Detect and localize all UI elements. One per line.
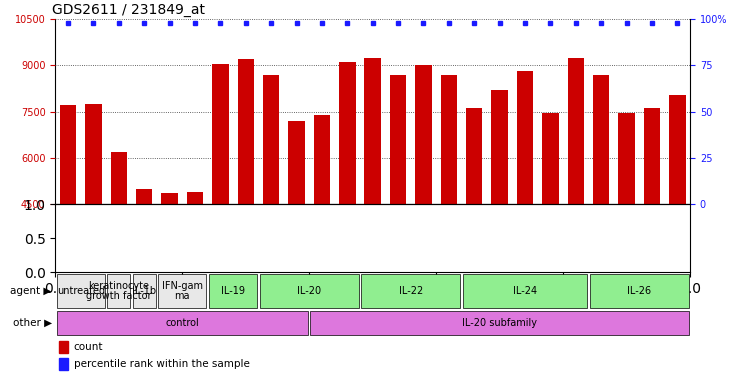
Bar — [365, 58, 381, 204]
Bar — [187, 192, 203, 204]
Bar — [57, 273, 105, 308]
Bar — [466, 108, 483, 204]
Text: IL-1b: IL-1b — [132, 286, 156, 296]
Bar — [441, 74, 457, 204]
Text: other ▶: other ▶ — [13, 318, 52, 328]
Bar — [260, 273, 359, 308]
Bar — [542, 113, 559, 204]
Bar — [362, 273, 461, 308]
Text: control: control — [165, 318, 199, 328]
Bar — [463, 273, 587, 308]
Bar — [162, 193, 178, 204]
Bar — [618, 113, 635, 204]
Bar — [111, 152, 127, 204]
Bar — [289, 121, 305, 204]
Text: agent ▶: agent ▶ — [10, 286, 52, 296]
Text: keratinocyte
growth factor: keratinocyte growth factor — [86, 281, 151, 301]
Bar — [390, 74, 407, 204]
Bar — [212, 64, 229, 204]
Bar — [59, 341, 68, 353]
Text: IL-24: IL-24 — [513, 286, 537, 296]
Bar — [158, 273, 207, 308]
Text: IFN-gam
ma: IFN-gam ma — [162, 281, 203, 301]
Bar — [59, 358, 68, 370]
Bar — [238, 59, 254, 204]
Bar — [568, 58, 584, 204]
Text: untreated: untreated — [57, 286, 105, 296]
Bar — [263, 74, 280, 204]
Bar — [85, 104, 102, 204]
Text: IL-20 subfamily: IL-20 subfamily — [462, 318, 537, 328]
Bar — [517, 71, 534, 204]
Bar — [209, 273, 257, 308]
Text: count: count — [74, 342, 103, 352]
Bar — [415, 65, 432, 204]
Text: percentile rank within the sample: percentile rank within the sample — [74, 359, 249, 369]
Bar — [133, 273, 156, 308]
Bar — [593, 74, 610, 204]
Bar — [108, 273, 130, 308]
Text: IL-26: IL-26 — [627, 286, 652, 296]
Bar — [136, 189, 153, 204]
Bar — [339, 62, 356, 204]
Bar — [57, 311, 308, 335]
Bar — [311, 311, 689, 335]
Text: GDS2611 / 231849_at: GDS2611 / 231849_at — [52, 3, 205, 17]
Text: IL-22: IL-22 — [399, 286, 423, 296]
Text: IL-20: IL-20 — [297, 286, 321, 296]
Bar — [669, 94, 686, 204]
Bar — [590, 273, 689, 308]
Bar — [492, 90, 508, 204]
Bar — [60, 105, 76, 204]
Text: IL-19: IL-19 — [221, 286, 245, 296]
Bar — [644, 108, 661, 204]
Bar — [314, 114, 330, 204]
